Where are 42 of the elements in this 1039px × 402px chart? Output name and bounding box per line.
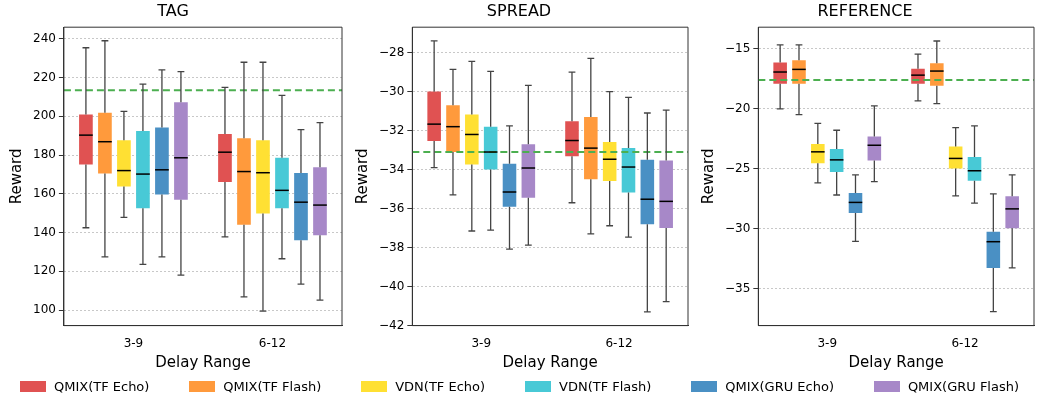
legend-label: QMIX(TF Echo) xyxy=(53,378,150,394)
legend-label: VDN(TF Flash) xyxy=(559,378,652,394)
y-tick-label: −20 xyxy=(725,100,751,115)
y-tick-label: −36 xyxy=(379,200,405,215)
x-tick-label: 3-9 xyxy=(471,335,492,350)
x-axis-title: Delay Range xyxy=(848,352,944,371)
y-tick-label: 120 xyxy=(33,263,56,278)
chart-title: SPREAD xyxy=(486,0,552,20)
y-axis-title: Reward xyxy=(352,148,371,205)
y-tick-label: −32 xyxy=(379,122,405,137)
legend-label: QMIX(GRU Flash) xyxy=(907,378,1020,394)
y-tick-label: 160 xyxy=(33,185,56,200)
y-tick-label: 180 xyxy=(33,147,56,162)
y-tick-label: −28 xyxy=(379,44,405,59)
chart-title: REFERENCE xyxy=(817,0,913,20)
x-axis-title: Delay Range xyxy=(502,352,598,371)
y-tick-label: 220 xyxy=(33,69,56,84)
y-axis-title: Reward xyxy=(6,148,25,205)
legend-label: VDN(TF Echo) xyxy=(395,378,486,394)
legend-label: QMIX(GRU Echo) xyxy=(725,378,834,394)
y-tick-label: −42 xyxy=(379,317,405,332)
x-tick-label: 3-9 xyxy=(123,335,144,350)
x-axis-title: Delay Range xyxy=(155,352,251,371)
y-tick-label: −38 xyxy=(379,239,405,254)
y-tick-label: 140 xyxy=(33,224,56,239)
legend-label: QMIX(TF Flash) xyxy=(223,378,322,394)
x-tick-label: 6-12 xyxy=(605,335,633,350)
y-tick-label: −30 xyxy=(725,220,751,235)
chart-title: TAG xyxy=(156,0,189,20)
y-tick-label: −25 xyxy=(725,160,751,175)
y-tick-label: −34 xyxy=(379,161,405,176)
x-tick-label: 6-12 xyxy=(258,335,287,350)
y-tick-label: −15 xyxy=(725,40,751,55)
y-tick-label: −40 xyxy=(379,278,405,293)
y-tick-label: 100 xyxy=(33,302,56,317)
y-axis-title: Reward xyxy=(698,148,717,205)
y-tick-label: 200 xyxy=(33,108,56,123)
y-tick-label: −30 xyxy=(379,83,405,98)
x-tick-label: 3-9 xyxy=(817,335,838,350)
x-tick-label: 6-12 xyxy=(951,335,979,350)
y-tick-label: 240 xyxy=(33,30,56,45)
y-tick-label: −35 xyxy=(725,280,751,295)
